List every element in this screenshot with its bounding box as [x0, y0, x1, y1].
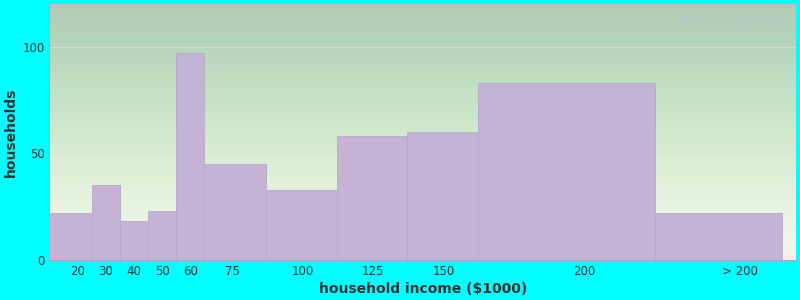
Bar: [407, 132, 478, 260]
Bar: [266, 190, 337, 260]
Bar: [655, 213, 782, 260]
Bar: [92, 185, 120, 260]
Bar: [148, 211, 176, 260]
Y-axis label: households: households: [4, 87, 18, 177]
Bar: [204, 164, 266, 260]
X-axis label: household income ($1000): household income ($1000): [318, 282, 526, 296]
Bar: [478, 83, 655, 260]
Bar: [337, 136, 407, 260]
Bar: [50, 213, 92, 260]
Text: © City-Data.com: © City-Data.com: [679, 14, 785, 27]
Bar: [120, 221, 148, 260]
Bar: [176, 53, 204, 260]
